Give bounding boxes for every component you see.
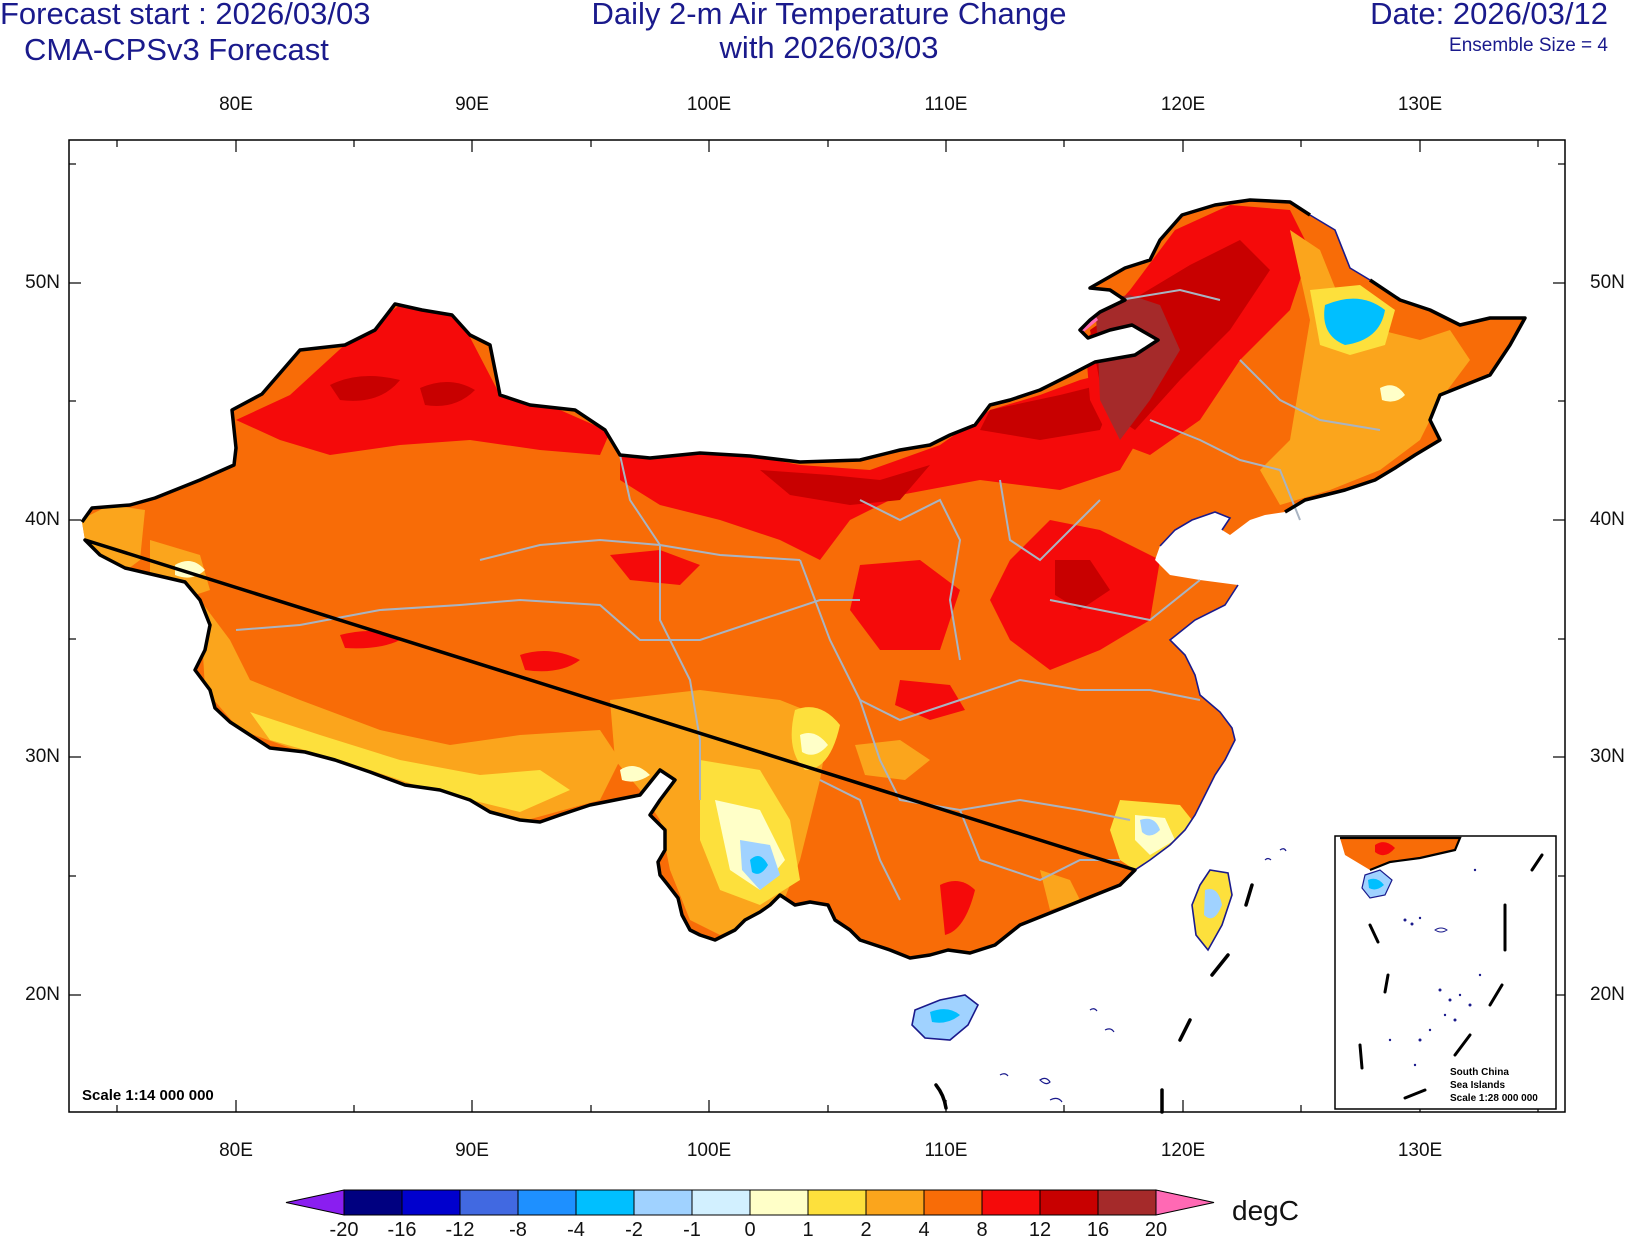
south-china-sea-inset — [1334, 835, 1557, 1110]
valid-date-label: Date: 2026/03/12 — [1370, 0, 1608, 31]
colorbar-tick-label: -2 — [625, 1219, 643, 1241]
lon-label-top: 110E — [924, 94, 968, 115]
colorbar-below-triangle — [285, 1189, 345, 1216]
lon-label-top: 80E — [219, 94, 253, 115]
colorbar-tick-label: 16 — [1086, 1219, 1110, 1241]
colorbar-bin — [1097, 1189, 1157, 1216]
lat-label-right: 40N — [1590, 509, 1625, 530]
taiwan-cool-core — [1204, 889, 1222, 919]
scattered-islets — [999, 848, 1287, 1103]
inset-title-line1: South China — [1450, 1067, 1509, 1078]
lat-label-right: 20N — [1590, 984, 1625, 1005]
colorbar-tick-label: -16 — [387, 1219, 417, 1241]
colorbar-tick-label: -12 — [445, 1219, 475, 1241]
colorbar-bin — [343, 1189, 403, 1216]
lon-label-bottom: 120E — [1160, 1140, 1206, 1161]
colorbar-bin — [923, 1189, 983, 1216]
lat-label-left: 20N — [25, 984, 60, 1005]
lat-label-right: 30N — [1590, 746, 1625, 767]
colorbar-bin — [459, 1189, 519, 1216]
lon-label-bottom: 130E — [1397, 1140, 1443, 1161]
lon-label-top: 90E — [455, 94, 489, 115]
coastline — [1134, 214, 1371, 871]
lon-label-bottom: 110E — [924, 1140, 968, 1161]
lat-label-right: 50N — [1590, 272, 1625, 293]
colorbar-tick-label: -1 — [683, 1219, 701, 1241]
model-name-label: CMA-CPSv3 Forecast — [24, 32, 329, 67]
colorbar-tick-label: -8 — [509, 1219, 527, 1241]
lon-label-top: 130E — [1397, 94, 1443, 115]
map-scale-label: Scale 1:14 000 000 — [82, 1087, 214, 1104]
lon-label-bottom: 80E — [219, 1140, 253, 1161]
colorbar-bin — [865, 1189, 925, 1216]
colorbar-tick-label: 1 — [802, 1219, 814, 1241]
lon-label-bottom: 90E — [455, 1140, 489, 1161]
ensemble-size-label: Ensemble Size = 4 — [1449, 35, 1608, 56]
maritime-boundary-dashes — [934, 883, 1254, 1114]
hainan-cool-core — [930, 1009, 960, 1023]
colorbar-tick-label: 12 — [1028, 1219, 1052, 1241]
colorbar-tick-label: -20 — [329, 1219, 359, 1241]
colorbar-bin — [691, 1189, 751, 1216]
inset-scale-label: Scale 1:28 000 000 — [1450, 1093, 1538, 1104]
lat-label-left: 50N — [25, 272, 60, 293]
colorbar-bin — [401, 1189, 461, 1216]
lon-label-bottom: 100E — [686, 1140, 732, 1161]
inset-title-line2: Sea Islands — [1450, 1080, 1506, 1091]
colorbar-bin — [1039, 1189, 1099, 1216]
forecast-start-label: Forecast start : 2026/03/03 — [0, 0, 371, 31]
colorbar-bin — [517, 1189, 577, 1216]
map-title: Daily 2-m Air Temperature Change — [591, 0, 1067, 31]
colorbar-tick-label: 2 — [860, 1219, 872, 1241]
colorbar-unit: degC — [1232, 1195, 1299, 1226]
lat-label-left: 40N — [25, 509, 60, 530]
lon-label-top: 120E — [1160, 94, 1206, 115]
colorbar-tick-label: -4 — [567, 1219, 585, 1241]
colorbar-tick-label: 0 — [744, 1219, 756, 1241]
colorbar-bin — [981, 1189, 1041, 1216]
colorbar-bin — [575, 1189, 635, 1216]
map-subtitle: with 2026/03/03 — [719, 30, 939, 65]
colorbar-bin — [807, 1189, 867, 1216]
colorbar-bin — [749, 1189, 809, 1216]
colorbar-tick-label: 8 — [976, 1219, 988, 1241]
colorbar-bin — [633, 1189, 693, 1216]
lat-label-left: 30N — [25, 746, 60, 767]
colorbar-above-triangle — [1155, 1189, 1215, 1216]
colorbar-tick-label: 20 — [1144, 1219, 1168, 1241]
national-border — [80, 198, 1527, 960]
lon-label-top: 100E — [686, 94, 732, 115]
colorbar-tick-label: 4 — [918, 1219, 930, 1241]
colorbar — [285, 1189, 1215, 1216]
province-borders — [235, 288, 1381, 901]
